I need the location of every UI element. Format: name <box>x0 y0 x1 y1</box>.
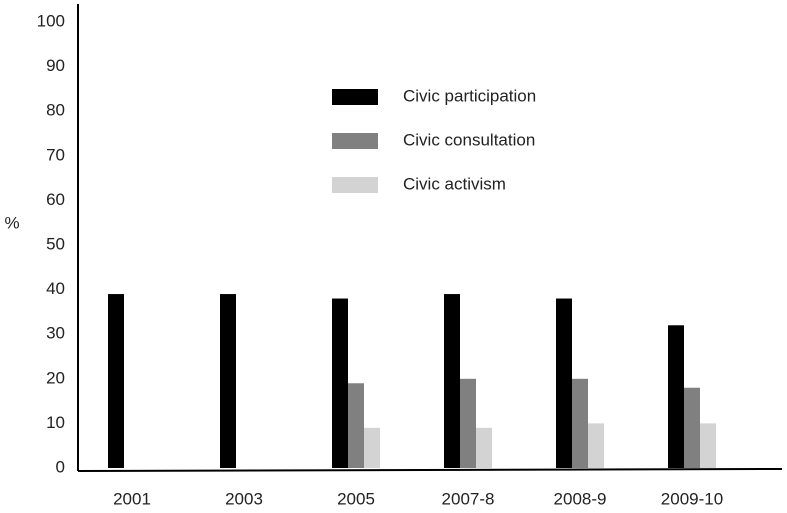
y-tick-label: 100 <box>37 11 65 30</box>
bar <box>364 427 380 468</box>
bar <box>700 423 716 468</box>
y-tick-label: 90 <box>46 56 65 75</box>
y-tick-label: 0 <box>56 457 65 476</box>
x-tick-label: 2007-8 <box>442 489 495 508</box>
bar <box>332 298 348 468</box>
y-tick-label: 40 <box>46 279 65 298</box>
x-axis <box>77 468 783 472</box>
bar <box>668 325 684 468</box>
x-tick-label: 2005 <box>337 489 375 508</box>
legend-swatch <box>332 133 378 149</box>
x-tick-label: 2003 <box>225 489 263 508</box>
legend-swatch <box>332 177 378 193</box>
y-axis-label: % <box>4 213 19 232</box>
bar <box>572 378 588 468</box>
y-tick-label: 70 <box>46 145 65 164</box>
y-tick-label: 80 <box>46 101 65 120</box>
y-tick-label: 30 <box>46 324 65 343</box>
x-tick-label: 2009-10 <box>661 489 723 508</box>
bar <box>460 378 476 468</box>
bar <box>556 298 572 468</box>
bar <box>684 387 700 468</box>
y-tick-label: 10 <box>46 413 65 432</box>
bar <box>444 294 460 468</box>
legend-swatch <box>332 89 378 105</box>
x-tick-label: 2008-9 <box>554 489 607 508</box>
bar <box>588 423 604 468</box>
y-tick-label: 60 <box>46 190 65 209</box>
bar <box>108 294 124 468</box>
bar <box>476 427 492 468</box>
legend-label: Civic consultation <box>403 130 535 149</box>
legend-label: Civic participation <box>403 86 536 105</box>
legend-label: Civic activism <box>403 174 506 193</box>
bar <box>220 294 236 468</box>
bar <box>348 383 364 468</box>
x-tick-label: 2001 <box>113 489 151 508</box>
y-tick-label: 50 <box>46 234 65 253</box>
y-tick-label: 20 <box>46 368 65 387</box>
